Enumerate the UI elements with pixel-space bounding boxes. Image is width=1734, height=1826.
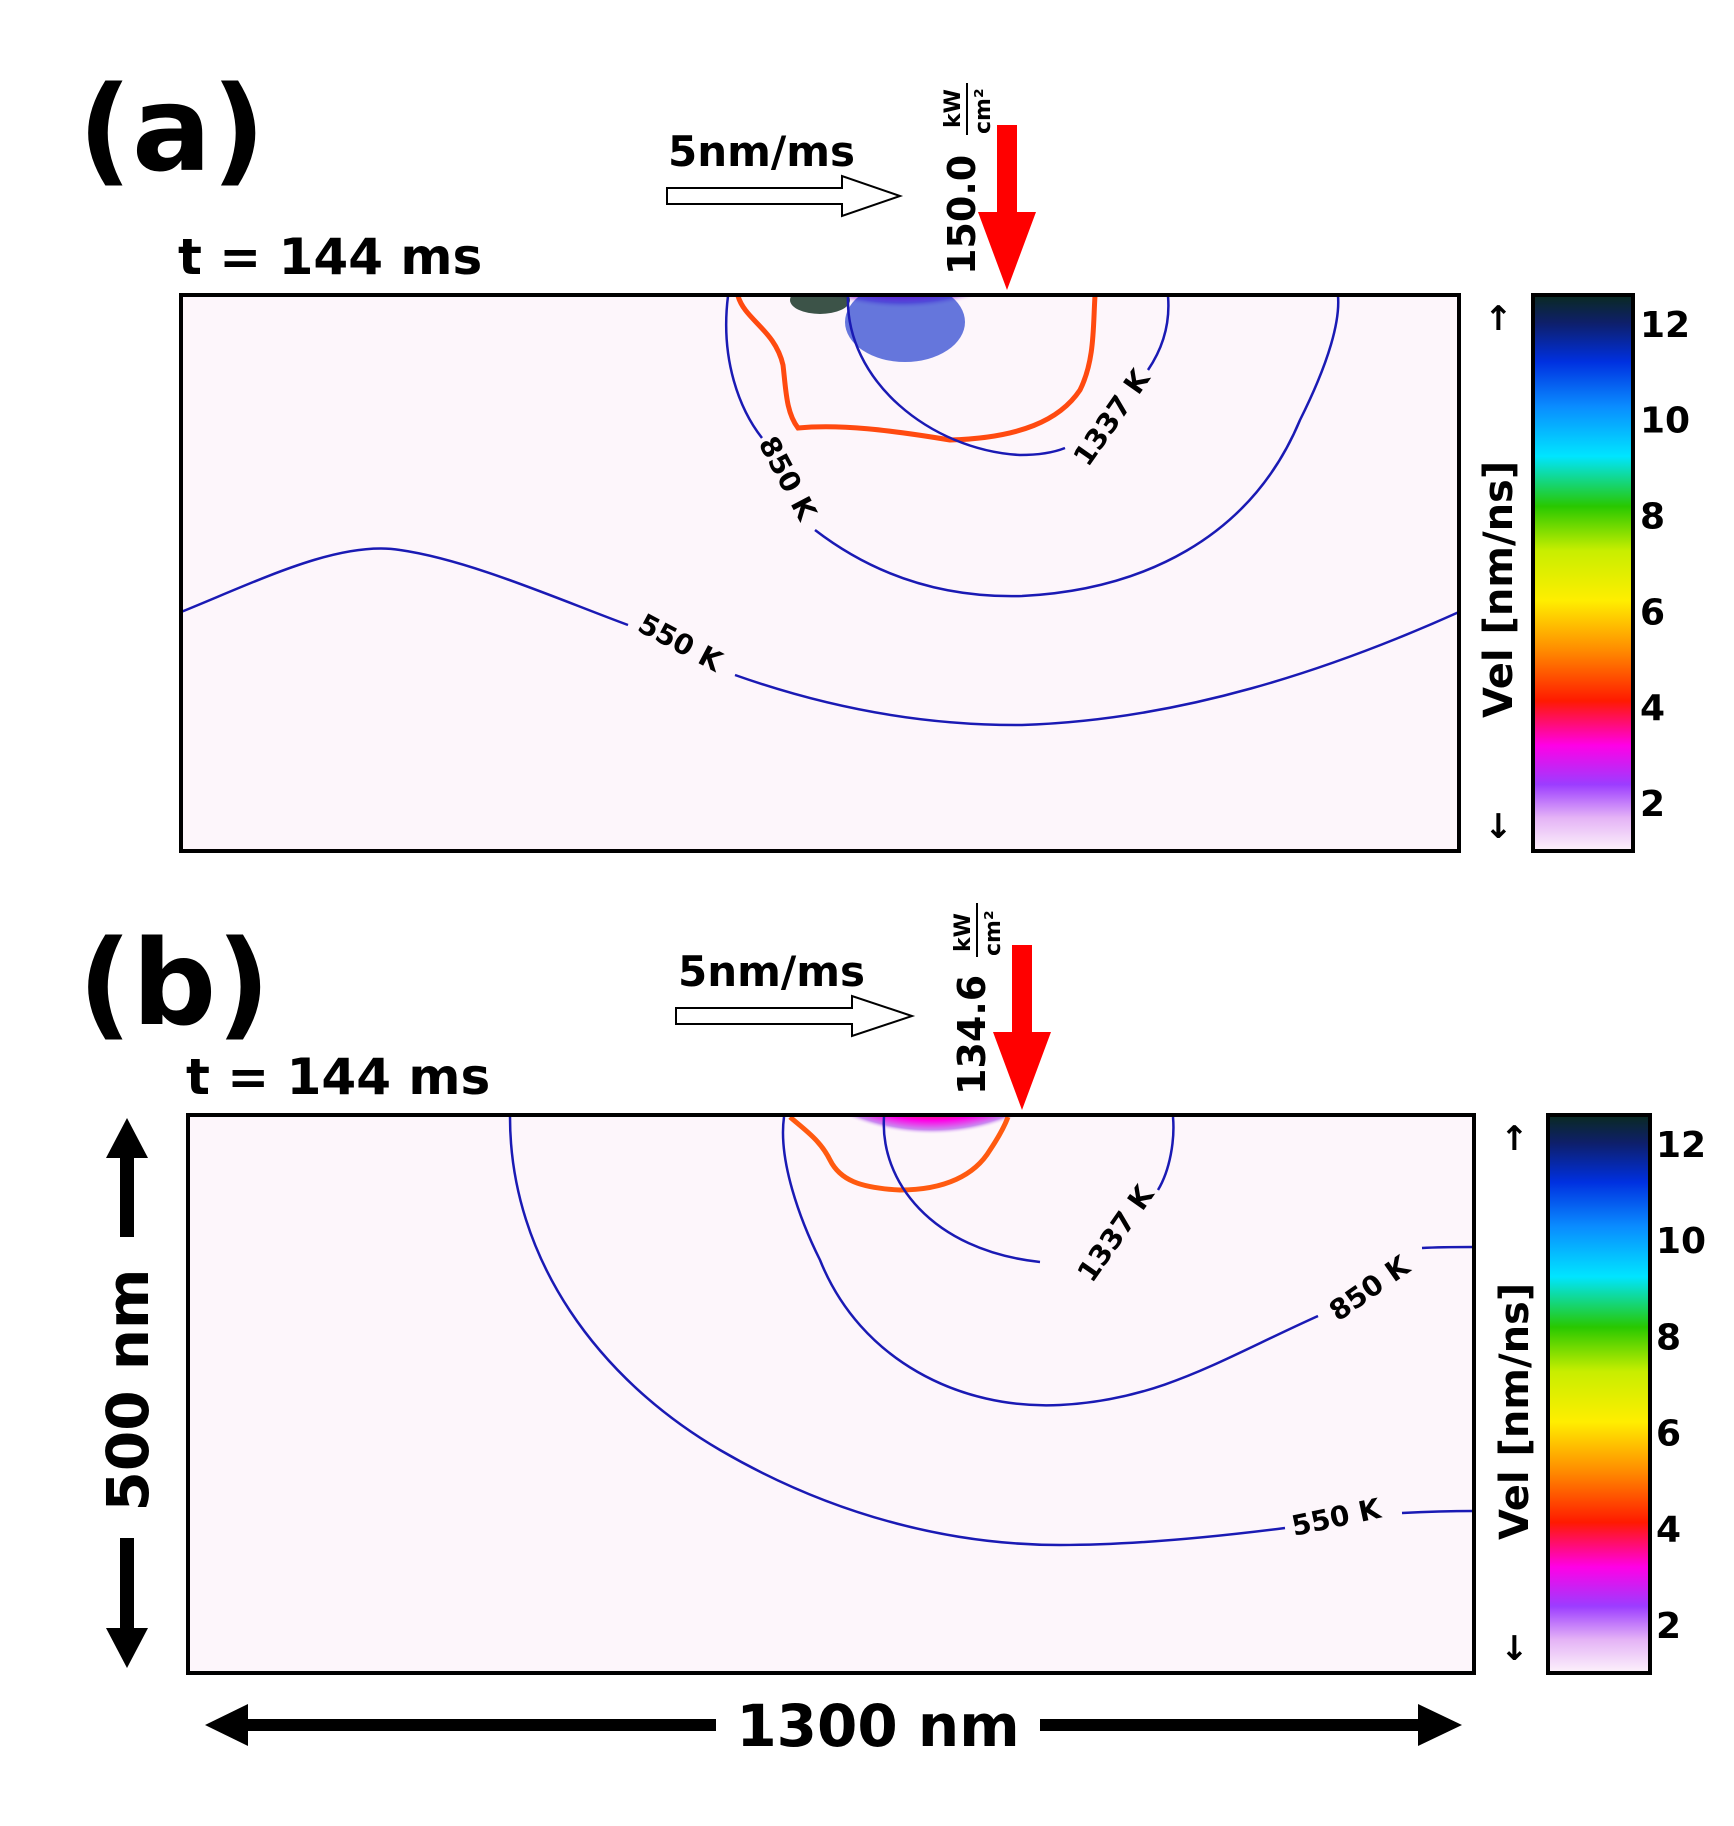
panel-a: (a) 5nm/ms 150.0 kW cm² t = 144 ms (78, 60, 1690, 853)
colorbar-tick-label: 6 (1640, 592, 1665, 633)
height-scale-arrowhead-up (106, 1118, 148, 1158)
width-scale-label: 1300 nm (736, 1692, 1019, 1760)
width-scale-bar: 1300 nm (205, 1692, 1462, 1760)
colorbar-tick-label: 8 (1656, 1317, 1681, 1358)
colorbar-label: Vel [nm/ns] (1492, 1283, 1538, 1540)
isotherm-1337K (882, 1116, 1175, 1264)
velocity-core (845, 295, 965, 362)
colorbar-down-arrow: ↓ (1484, 807, 1513, 847)
power-value: 134.6 (950, 975, 994, 1095)
isotherm-850K (781, 1116, 1474, 1407)
colorbar-up-arrow: ↑ (1500, 1119, 1529, 1159)
scan-speed-label: 5nm/ms (678, 947, 865, 996)
velocity-dark-spot (790, 295, 850, 314)
colorbar: Vel [nm/ns] ↑ ↓ 2 4 6 8 10 12 (1476, 293, 1690, 853)
power-unit: kW cm² (941, 83, 996, 135)
melt-front-contour (788, 1115, 1011, 1193)
colorbar: Vel [nm/ns] ↑ ↓ 2 4 6 8 10 12 (1492, 1113, 1706, 1675)
panel-b: (b) 5nm/ms 134.6 kW cm² t = 144 ms 1337 … (78, 903, 1706, 1760)
laser-beam-arrow (978, 125, 1036, 290)
colorbar-tick-label: 6 (1656, 1413, 1681, 1454)
isotherm-850K (724, 295, 1340, 598)
colorbar-tick-label: 8 (1640, 496, 1665, 537)
colorbar-gradient (1531, 293, 1635, 853)
power-unit-numerator: kW (951, 913, 976, 952)
colorbar-tick-label: 2 (1640, 784, 1665, 825)
scan-direction-arrow (675, 994, 916, 1038)
isotherm-550K (508, 1116, 1474, 1547)
width-scale-arrowhead-left (205, 1704, 248, 1746)
power-unit: kW cm² (951, 903, 1006, 957)
laser-beam-arrow (993, 945, 1051, 1110)
domain-background (188, 1115, 1474, 1673)
domain-plot: 1337 K 850 K 550 K (179, 293, 1461, 853)
height-scale-arrowhead-down (106, 1628, 148, 1668)
melt-front-contour (735, 295, 1098, 443)
colorbar-down-arrow: ↓ (1500, 1629, 1529, 1669)
colorbar-tick-label: 10 (1640, 401, 1690, 442)
colorbar-tick-label: 4 (1656, 1510, 1681, 1551)
power-unit-numerator: kW (941, 89, 966, 128)
colorbar-label: Vel [nm/ns] (1476, 461, 1522, 718)
colorbar-tick-label: 10 (1656, 1221, 1706, 1262)
colorbar-up-arrow: ↑ (1484, 299, 1513, 339)
panel-label: (b) (78, 914, 270, 1052)
scan-speed-label: 5nm/ms (668, 127, 855, 176)
time-label: t = 144 ms (186, 1048, 490, 1106)
height-scale-bar: 500 nm (94, 1118, 162, 1668)
colorbar-ticks-b: 2 4 6 8 10 12 (1656, 1125, 1706, 1647)
colorbar-tick-label: 12 (1656, 1125, 1706, 1166)
width-scale-arrowhead-right (1418, 1704, 1462, 1746)
height-scale-label: 500 nm (94, 1269, 162, 1512)
isotherm-1337K (846, 295, 1170, 457)
power-unit-denominator: cm² (971, 88, 996, 134)
domain-border (179, 293, 1461, 853)
isotherm-550K (181, 547, 1459, 727)
melt-pool-velocity-field (783, 1115, 1053, 1213)
colorbar-tick-label: 12 (1640, 305, 1690, 346)
power-unit-denominator: cm² (981, 910, 1006, 956)
melt-pool-velocity-field (710, 295, 1060, 435)
scan-direction-arrow (666, 174, 904, 218)
colorbar-tick-label: 4 (1640, 688, 1665, 729)
panel-label: (a) (78, 60, 266, 198)
domain-plot: 1337 K 850 K 550 K (186, 1113, 1476, 1675)
colorbar-gradient (1546, 1113, 1652, 1675)
time-label: t = 144 ms (178, 228, 482, 286)
domain-border (186, 1113, 1476, 1675)
power-value: 150.0 (940, 155, 984, 275)
colorbar-ticks-a: 2 4 6 8 10 12 (1640, 305, 1690, 825)
colorbar-tick-label: 2 (1656, 1606, 1681, 1647)
